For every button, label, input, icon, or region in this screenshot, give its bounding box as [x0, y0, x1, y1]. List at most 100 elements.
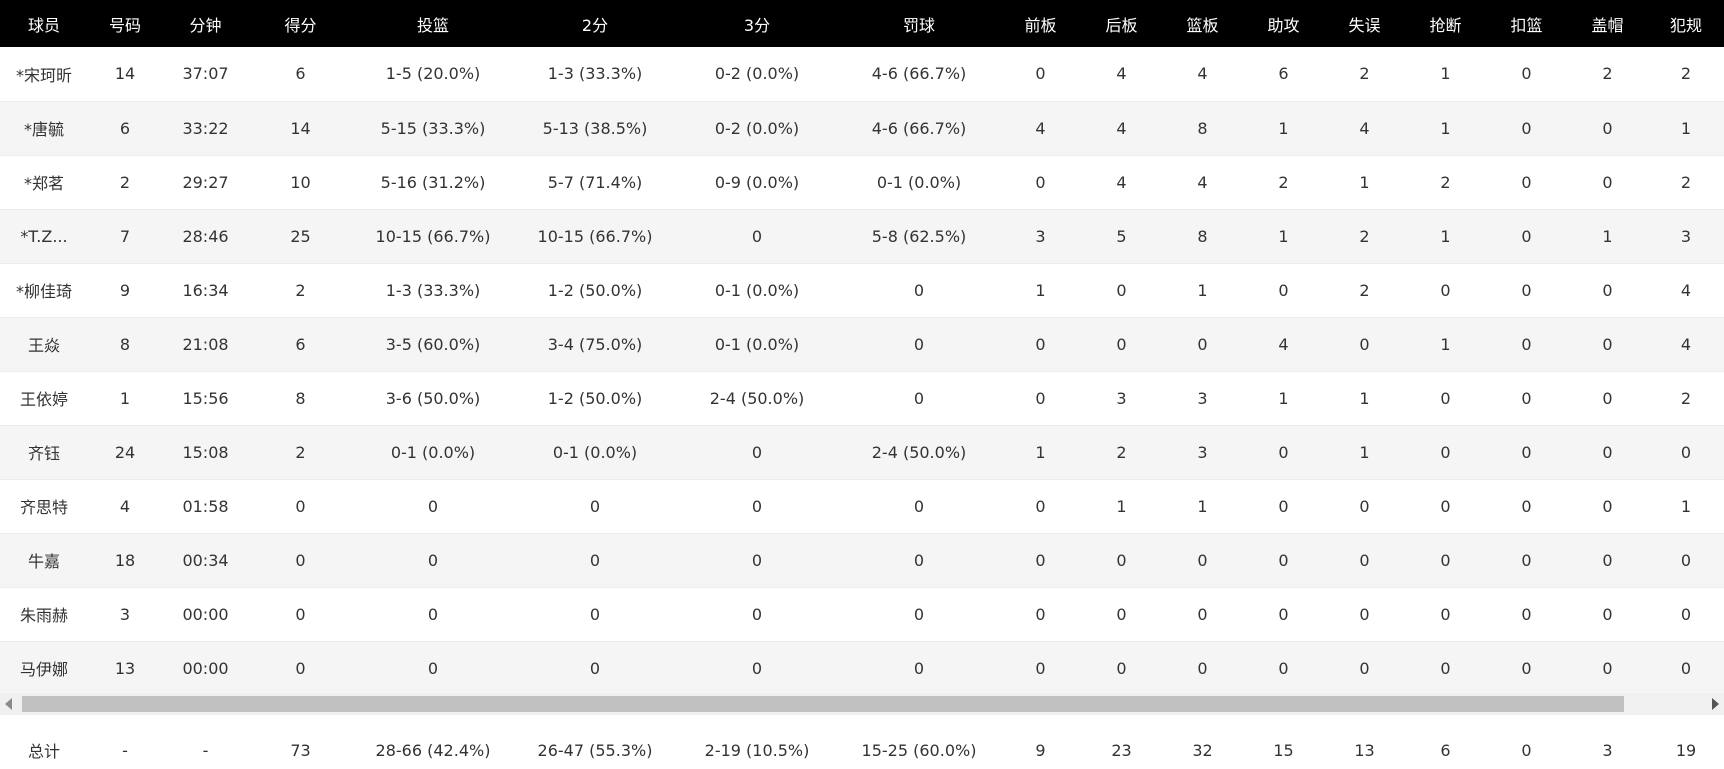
cell-dunks: 0	[1486, 641, 1567, 696]
cell-jersey-number: 7	[88, 209, 162, 264]
col-header-number[interactable]: 号码	[88, 0, 162, 47]
col-header-tov[interactable]: 失误	[1324, 0, 1405, 47]
cell-two-pointers: 0	[514, 641, 676, 696]
cell-steals: 1	[1405, 209, 1486, 264]
cell-dunks: 0	[1486, 533, 1567, 588]
col-header-player[interactable]: 球员	[0, 0, 88, 47]
cell-defensive-rebounds: 0	[1081, 641, 1162, 696]
cell-offensive-rebounds: 0	[1000, 47, 1081, 102]
cell-defensive-rebounds: 3	[1081, 371, 1162, 426]
cell-offensive-rebounds: 0	[1000, 641, 1081, 696]
col-header-ft[interactable]: 罚球	[838, 0, 1000, 47]
cell-free-throws: 0	[838, 587, 1000, 642]
total-minutes: -	[162, 715, 249, 769]
col-header-pf[interactable]: 犯规	[1648, 0, 1724, 47]
cell-three-pointers: 2-4 (50.0%)	[676, 371, 838, 426]
cell-fouls: 0	[1648, 533, 1724, 588]
cell-rebounds: 1	[1162, 479, 1243, 534]
cell-player-name[interactable]: *柳佳琦	[0, 263, 88, 318]
cell-free-throws: 0-1 (0.0%)	[838, 155, 1000, 210]
cell-three-pointers: 0	[676, 641, 838, 696]
cell-jersey-number: 4	[88, 479, 162, 534]
table-row: 王焱 8 21:08 6 3-5 (60.0%) 3-4 (75.0%) 0-1 (0.0%…	[0, 317, 1724, 372]
cell-player-name[interactable]: 牛嘉	[0, 533, 88, 588]
cell-offensive-rebounds: 0	[1000, 155, 1081, 210]
col-header-points[interactable]: 得分	[249, 0, 352, 47]
cell-offensive-rebounds: 4	[1000, 101, 1081, 156]
cell-assists: 1	[1243, 371, 1324, 426]
cell-turnovers: 2	[1324, 209, 1405, 264]
col-header-ast[interactable]: 助攻	[1243, 0, 1324, 47]
cell-player-name[interactable]: *T.Z...	[0, 209, 88, 264]
cell-jersey-number: 3	[88, 587, 162, 642]
cell-minutes: 29:27	[162, 155, 249, 210]
cell-player-name[interactable]: 王依婷	[0, 371, 88, 426]
cell-turnovers: 1	[1324, 371, 1405, 426]
cell-blocks: 0	[1567, 425, 1648, 480]
col-header-stl[interactable]: 抢断	[1405, 0, 1486, 47]
cell-minutes: 28:46	[162, 209, 249, 264]
total-player-name: 总计	[0, 715, 88, 769]
cell-two-pointers: 0	[514, 479, 676, 534]
cell-three-pointers: 0	[676, 587, 838, 642]
cell-offensive-rebounds: 1	[1000, 263, 1081, 318]
cell-defensive-rebounds: 0	[1081, 317, 1162, 372]
cell-defensive-rebounds: 1	[1081, 479, 1162, 534]
col-header-blk[interactable]: 盖帽	[1567, 0, 1648, 47]
col-header-fg[interactable]: 投篮	[352, 0, 514, 47]
cell-fouls: 3	[1648, 209, 1724, 264]
cell-turnovers: 1	[1324, 425, 1405, 480]
cell-steals: 1	[1405, 317, 1486, 372]
cell-field-goals: 0	[352, 587, 514, 642]
cell-three-pointers: 0	[676, 209, 838, 264]
cell-two-pointers: 5-13 (38.5%)	[514, 101, 676, 156]
col-header-minutes[interactable]: 分钟	[162, 0, 249, 47]
total-points: 73	[249, 715, 352, 769]
cell-field-goals: 1-5 (20.0%)	[352, 47, 514, 102]
cell-player-name[interactable]: 齐思特	[0, 479, 88, 534]
cell-jersey-number: 9	[88, 263, 162, 318]
cell-dunks: 0	[1486, 479, 1567, 534]
cell-field-goals: 0	[352, 533, 514, 588]
totals-table: 总计 - -73 28-66 (42.4%) 26-47 (55.3%) 2-19 (10…	[0, 715, 1724, 769]
cell-turnovers: 2	[1324, 263, 1405, 318]
cell-steals: 0	[1405, 641, 1486, 696]
cell-rebounds: 1	[1162, 263, 1243, 318]
cell-player-name[interactable]: *唐毓	[0, 101, 88, 156]
col-header-3pt[interactable]: 3分	[676, 0, 838, 47]
cell-turnovers: 0	[1324, 641, 1405, 696]
cell-dunks: 0	[1486, 263, 1567, 318]
horizontal-scrollbar[interactable]	[0, 693, 1724, 715]
cell-player-name[interactable]: 王焱	[0, 317, 88, 372]
cell-blocks: 0	[1567, 371, 1648, 426]
cell-points: 10	[249, 155, 352, 210]
cell-minutes: 16:34	[162, 263, 249, 318]
cell-rebounds: 4	[1162, 155, 1243, 210]
col-header-oreb[interactable]: 前板	[1000, 0, 1081, 47]
cell-rebounds: 0	[1162, 587, 1243, 642]
table-row: 王依婷 1 15:56 8 3-6 (50.0%) 1-2 (50.0%) 2-4 (50.…	[0, 371, 1724, 426]
scroll-right-arrow-icon[interactable]	[1712, 698, 1719, 710]
total-defensive-rebounds: 23	[1081, 715, 1162, 769]
cell-assists: 6	[1243, 47, 1324, 102]
cell-jersey-number: 1	[88, 371, 162, 426]
cell-player-name[interactable]: 齐钰	[0, 425, 88, 480]
col-header-dunk[interactable]: 扣篮	[1486, 0, 1567, 47]
cell-turnovers: 1	[1324, 155, 1405, 210]
cell-jersey-number: 2	[88, 155, 162, 210]
total-assists: 15	[1243, 715, 1324, 769]
scroll-left-arrow-icon[interactable]	[5, 698, 12, 710]
col-header-reb[interactable]: 篮板	[1162, 0, 1243, 47]
cell-rebounds: 0	[1162, 533, 1243, 588]
cell-rebounds: 8	[1162, 101, 1243, 156]
col-header-dreb[interactable]: 后板	[1081, 0, 1162, 47]
col-header-2pt[interactable]: 2分	[514, 0, 676, 47]
cell-player-name[interactable]: *郑茗	[0, 155, 88, 210]
cell-player-name[interactable]: 朱雨赫	[0, 587, 88, 642]
cell-player-name[interactable]: *宋珂昕	[0, 47, 88, 102]
player-stats-table: 球员 号码 分钟 得分 投篮 2分 3分 罚球 前板 后板 篮板 助攻 失误 抢…	[0, 0, 1724, 696]
cell-player-name[interactable]: 马伊娜	[0, 641, 88, 696]
cell-two-pointers: 1-3 (33.3%)	[514, 47, 676, 102]
scrollbar-thumb[interactable]	[22, 696, 1624, 712]
cell-free-throws: 0	[838, 317, 1000, 372]
